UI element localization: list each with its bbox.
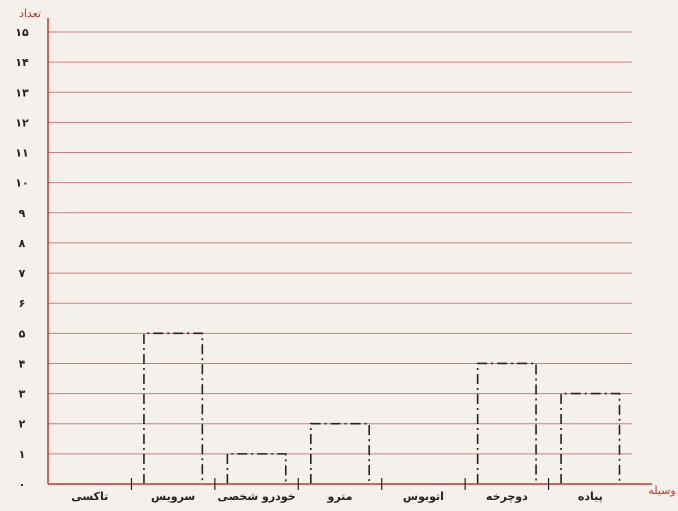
x-tick-label: خودرو شخصی (217, 490, 295, 503)
bar (143, 332, 204, 484)
y-tick-label: ۷ (19, 267, 26, 280)
x-tick-label: پیاده (578, 490, 603, 503)
y-tick-label: ۲ (19, 418, 26, 431)
y-tick-label: ۸ (19, 237, 26, 250)
x-tick-labels: تاکسی سرویس خودرو شخصی مترو اتوبوس دوچرخه پیاد… (71, 490, 603, 503)
y-tick-label: ۱۳ (15, 86, 29, 99)
bar (226, 453, 287, 484)
y-axis-label: تعداد (19, 7, 41, 20)
bar (560, 392, 621, 484)
y-tick-label: ۱۱ (15, 147, 28, 160)
y-tick-label: ۱ (19, 448, 26, 461)
y-tick-label: ۱۰ (15, 177, 28, 190)
x-axis-label: وسیله (648, 484, 675, 497)
y-tick-label: ۵ (19, 327, 26, 340)
y-tick-label: ۰ (19, 478, 26, 491)
x-tick-label: دوچرخه (486, 490, 528, 503)
y-tick-label: ۶ (19, 297, 26, 310)
y-tick-label: ۴ (19, 357, 26, 370)
x-tick-label: مترو (327, 490, 353, 503)
gridlines (48, 31, 632, 455)
y-tick-label: ۱۵ (15, 26, 29, 39)
y-tick-label: ۳ (19, 388, 26, 401)
y-tick-label: ۱۲ (15, 116, 29, 129)
x-tick-label: تاکسی (71, 490, 108, 503)
y-tick-label: ۱۴ (15, 56, 29, 69)
y-tick-label: ۹ (19, 207, 26, 220)
axes (47, 18, 652, 490)
bars (143, 332, 621, 484)
x-tick-label: اتوبوس (403, 490, 444, 503)
bar (310, 422, 370, 484)
x-tick-label: سرویس (151, 490, 195, 503)
bar (476, 362, 537, 484)
